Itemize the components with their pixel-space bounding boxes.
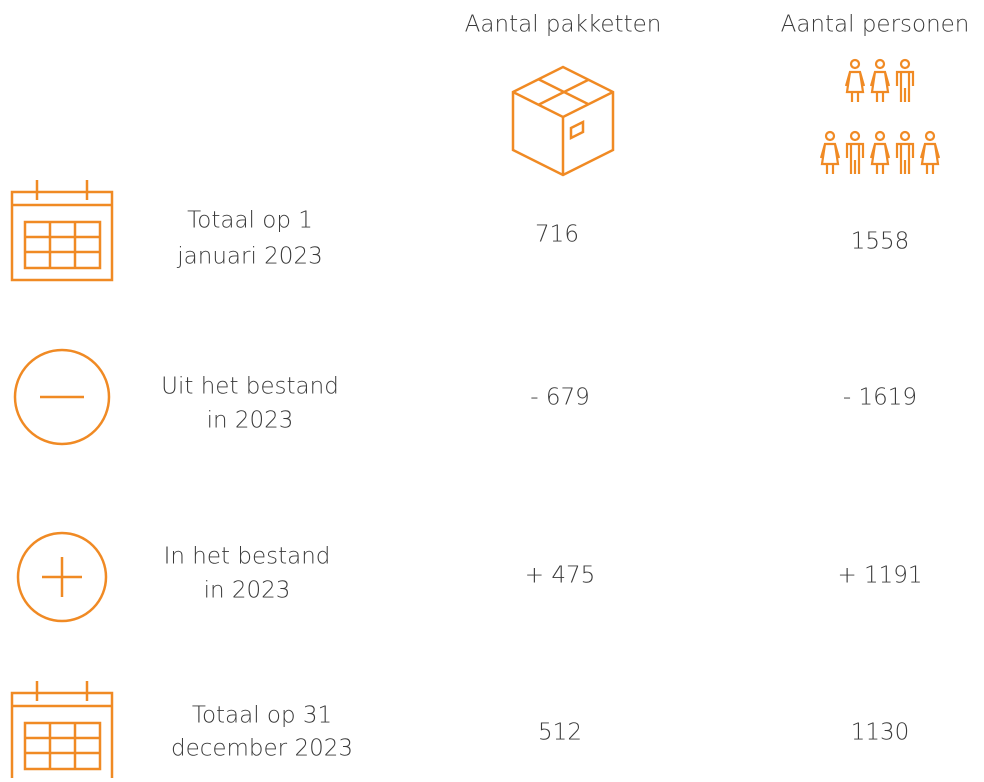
cell-value: + 1191	[837, 563, 922, 589]
cell-value: - 679	[530, 385, 590, 411]
cell-value: 512	[538, 720, 582, 746]
row-label: in 2023	[207, 408, 294, 434]
row-label: Totaal op 31	[192, 703, 332, 729]
row-label: In het bestand	[164, 544, 331, 570]
calendar-icon	[10, 180, 114, 282]
minus-icon	[13, 348, 111, 446]
people-icon	[819, 58, 941, 176]
cell-value: 1558	[851, 229, 910, 255]
plus-icon	[16, 531, 108, 623]
column-header: Aantal pakketten	[465, 12, 662, 38]
cell-value: - 1619	[843, 385, 917, 411]
box-icon	[511, 65, 615, 177]
row-label: januari 2023	[176, 244, 322, 270]
row-label: in 2023	[204, 578, 291, 604]
row-label: Uit het bestand	[161, 374, 339, 400]
calendar-icon	[10, 681, 114, 782]
cell-value: 1130	[851, 720, 910, 746]
cell-value: 716	[535, 222, 579, 248]
row-label: december 2023	[171, 736, 353, 762]
row-label: Totaal op 1	[187, 208, 313, 234]
cell-value: + 475	[525, 563, 595, 589]
column-header: Aantal personen	[781, 12, 970, 38]
